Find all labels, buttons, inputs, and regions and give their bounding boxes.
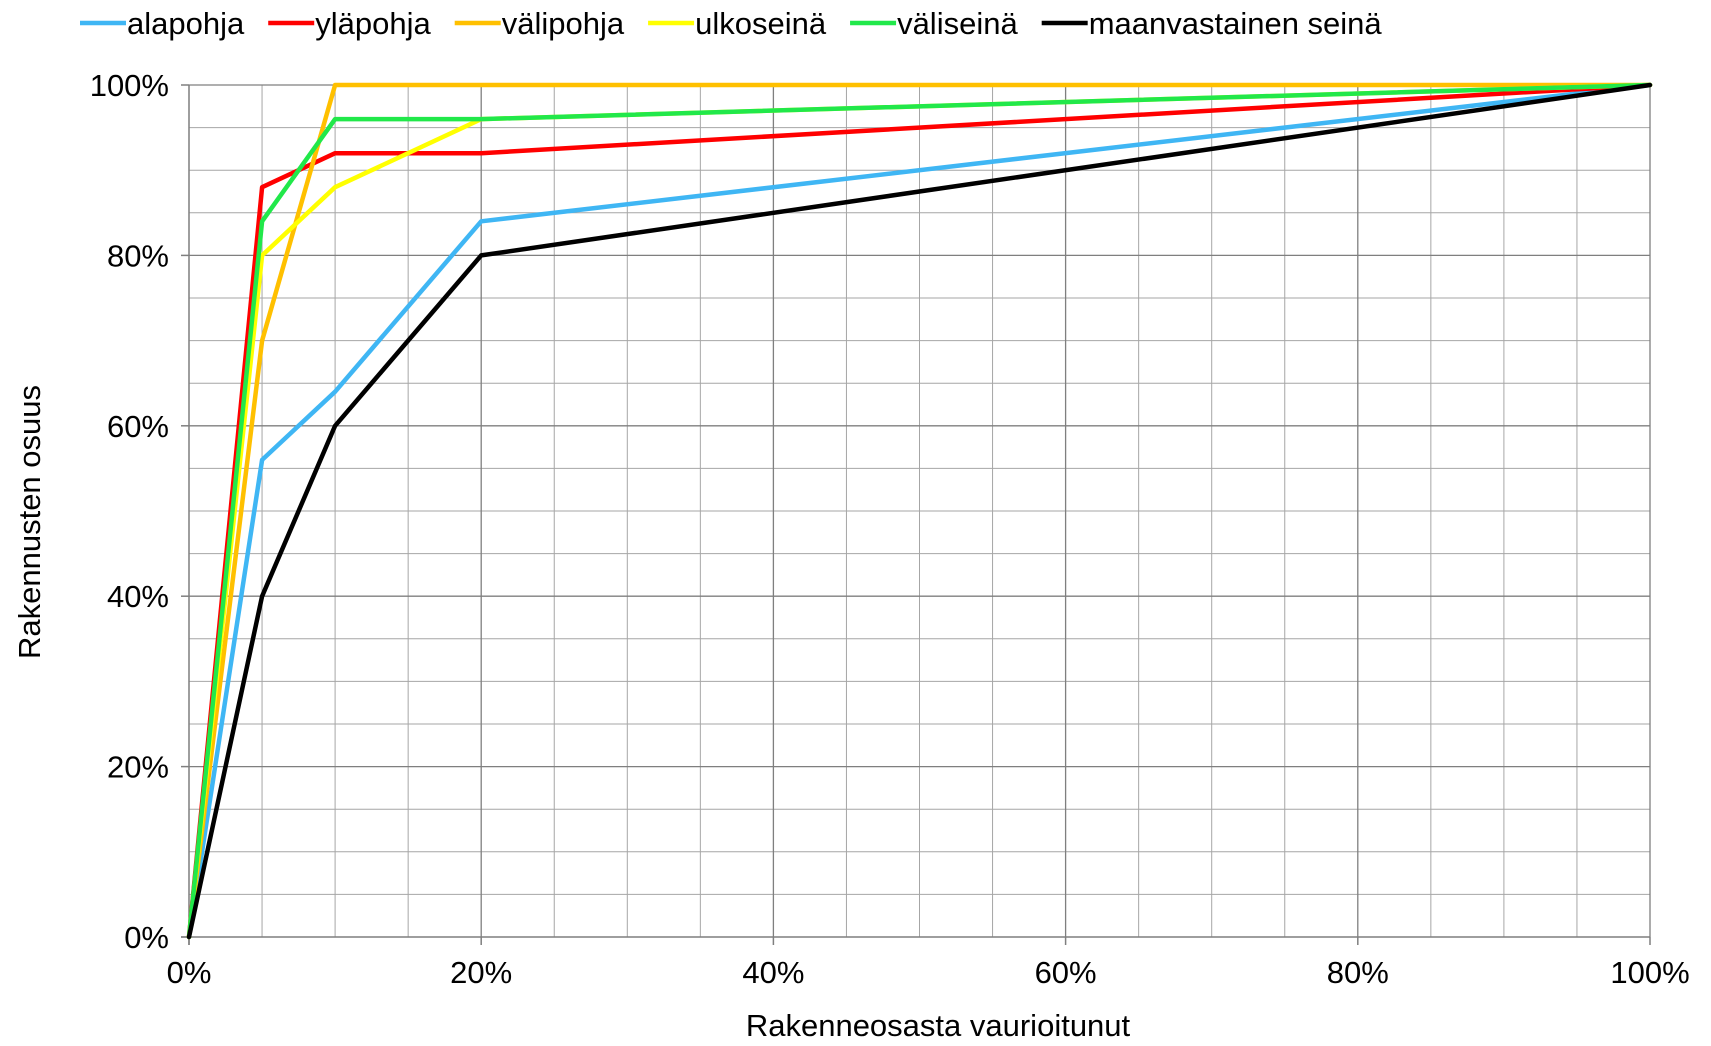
series-line-5 bbox=[186, 82, 1653, 940]
x-axis-title: Rakenneosasta vaurioitunut bbox=[746, 1008, 1131, 1043]
y-tick-label: 60% bbox=[107, 409, 169, 444]
tick-labels: 0% 20% 40% 60% 80% 100% 0% 20% 40% 60% 80% 100% bbox=[90, 68, 1690, 990]
x-tick-label: 80% bbox=[1327, 955, 1389, 990]
legend-label: välipohja bbox=[502, 6, 625, 41]
legend-label: alapohja bbox=[127, 6, 245, 41]
series-lines bbox=[186, 82, 1653, 940]
x-tick-label: 40% bbox=[742, 955, 804, 990]
y-axis-title: Rakennusten osuus bbox=[12, 385, 47, 659]
y-tick-label: 0% bbox=[124, 920, 169, 955]
axes bbox=[181, 84, 1651, 945]
legend-label: ulkoseinä bbox=[695, 6, 827, 41]
series-line-2 bbox=[186, 82, 1653, 940]
y-tick-label: 20% bbox=[107, 750, 169, 785]
series-line-1 bbox=[186, 82, 1653, 940]
series-line-0 bbox=[186, 82, 1653, 940]
y-tick-label: 80% bbox=[107, 238, 169, 273]
x-tick-label: 60% bbox=[1035, 955, 1097, 990]
x-tick-label: 20% bbox=[450, 955, 512, 990]
legend-item: ulkoseinä bbox=[648, 6, 827, 41]
legend-item: väliseinä bbox=[850, 6, 1018, 41]
legend-label: yläpohja bbox=[315, 6, 431, 41]
legend-label: väliseinä bbox=[897, 6, 1018, 41]
y-tick-label: 100% bbox=[90, 68, 169, 103]
legend-item: alapohja bbox=[80, 6, 245, 41]
grid bbox=[189, 84, 1651, 937]
legend-label: maanvastainen seinä bbox=[1089, 6, 1383, 41]
legend-item: välipohja bbox=[454, 6, 625, 41]
legend-item: yläpohja bbox=[268, 6, 431, 41]
legend: alapohja yläpohja välipohja ulkoseinä välise… bbox=[80, 6, 1382, 41]
series-line-4 bbox=[186, 82, 1653, 940]
y-tick-label: 40% bbox=[107, 579, 169, 614]
legend-item: maanvastainen seinä bbox=[1041, 6, 1383, 41]
x-tick-label: 0% bbox=[167, 955, 212, 990]
x-tick-label: 100% bbox=[1610, 955, 1689, 990]
